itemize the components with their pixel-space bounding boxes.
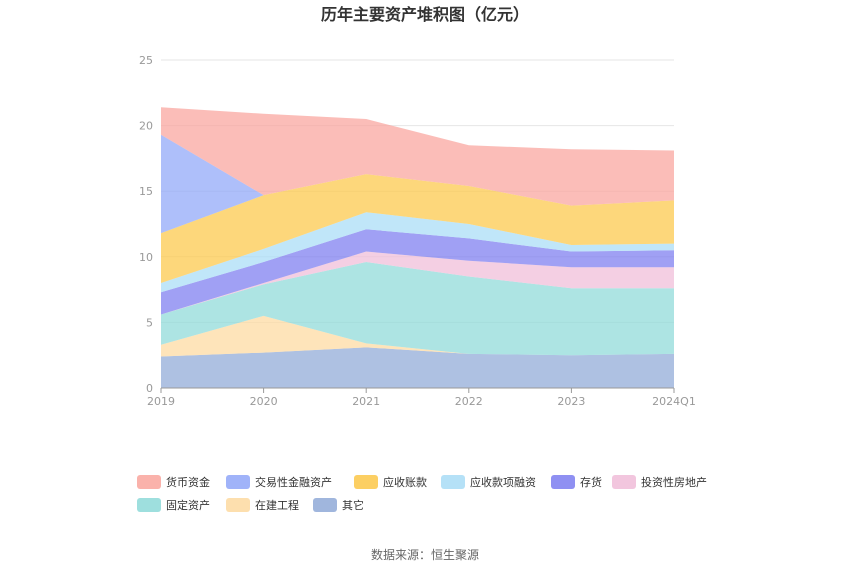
legend-swatch [441,475,465,489]
x-tick-label: 2020 [250,395,278,408]
x-tick-label: 2022 [455,395,483,408]
legend-item[interactable]: 固定资产 [137,498,210,512]
x-tick-label: 2023 [557,395,585,408]
y-tick-label: 15 [139,185,153,198]
legend-swatch [226,498,250,512]
area-series [161,107,674,388]
legend-item[interactable]: 投资性房地产 [612,475,707,489]
legend-label: 存货 [580,475,602,489]
x-tick-label: 2019 [147,395,175,408]
legend-label: 交易性金融资产 [255,475,332,489]
legend-label: 应收账款 [383,475,427,489]
legend-swatch [137,498,161,512]
legend-swatch [313,498,337,512]
legend-label: 固定资产 [166,498,210,512]
chart-title: 历年主要资产堆积图（亿元） [321,5,529,24]
legend-item[interactable]: 其它 [313,498,364,512]
legend-label: 应收款项融资 [470,475,536,489]
legend-label: 其它 [342,498,364,512]
legend-swatch [137,475,161,489]
legend-item[interactable]: 存货 [551,475,602,489]
y-tick-label: 20 [139,120,153,133]
legend-label: 在建工程 [255,498,299,512]
y-tick-label: 5 [146,316,153,329]
y-tick-label: 0 [146,382,153,395]
legend-swatch [612,475,636,489]
data-source-note: 数据来源：恒生聚源 [371,547,479,562]
legend-item[interactable]: 应收账款 [354,475,427,489]
legend-swatch [551,475,575,489]
legend-swatch [354,475,378,489]
x-tick-label: 2024Q1 [652,395,696,408]
y-tick-label: 10 [139,251,153,264]
y-tick-label: 25 [139,54,153,67]
legend-item[interactable]: 应收款项融资 [441,475,536,489]
legend-swatch [226,475,250,489]
legend-label: 货币资金 [166,475,210,489]
legend-item[interactable]: 交易性金融资产 [226,475,332,489]
legend-label: 投资性房地产 [641,475,707,489]
legend-item[interactable]: 在建工程 [226,498,299,512]
legend-item[interactable]: 货币资金 [137,475,210,489]
x-tick-label: 2021 [352,395,380,408]
